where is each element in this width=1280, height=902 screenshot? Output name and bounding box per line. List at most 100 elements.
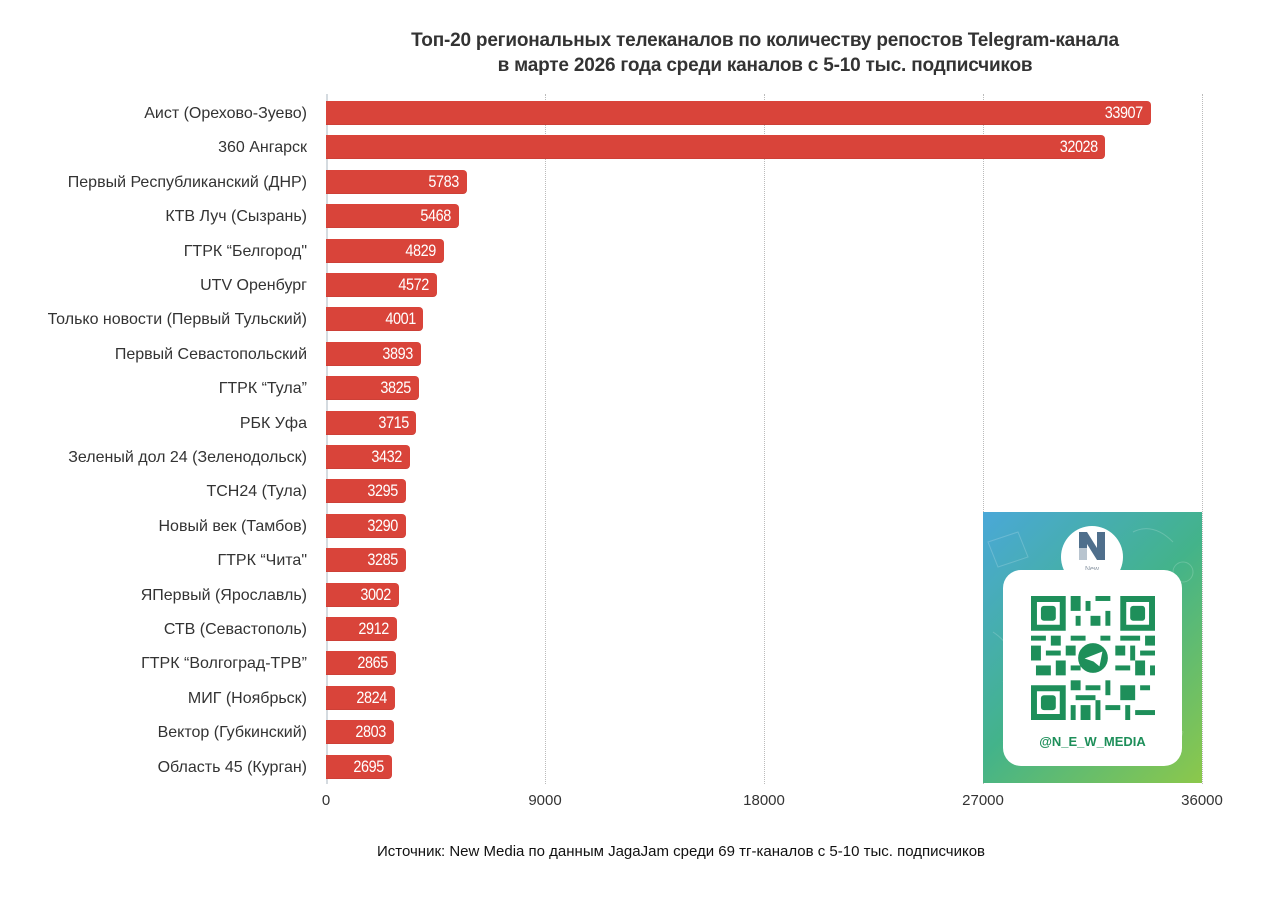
category-label: Первый Республиканский (ДНР) <box>67 173 307 191</box>
bar[interactable]: 5783 <box>326 169 467 194</box>
bar-row: Новый век (Тамбов) 3290 <box>159 513 1202 540</box>
category-label: ГТРК “Чита" <box>217 552 307 570</box>
new-media-n-icon <box>1079 532 1105 560</box>
bar-value-label: 32028 <box>1059 137 1098 157</box>
category-label: Область 45 (Курган) <box>157 758 307 776</box>
bar-value-label: 33907 <box>1104 103 1144 122</box>
bar-value-label: 3290 <box>367 515 399 535</box>
bar-value-label: 5468 <box>420 206 452 226</box>
category-label: ЯПервый (Ярославль) <box>140 586 307 604</box>
category-label: Зеленый дол 24 (Зеленодольск) <box>68 449 307 466</box>
bar-value-label: 4572 <box>398 275 430 294</box>
telegram-icon <box>1084 651 1103 667</box>
bar-value-label: 3002 <box>360 584 392 604</box>
qr-promo-card[interactable]: New Media <box>983 512 1202 783</box>
bar-row: Первый Республиканский (ДНР) 5783 <box>68 169 1202 196</box>
x-tick-label: 18000 <box>743 792 785 809</box>
category-label: ГТРК “Тула” <box>218 380 307 398</box>
y-axis-line <box>326 94 328 784</box>
bar[interactable]: 3290 <box>326 513 407 538</box>
category-label: КТВ Луч (Сызрань) <box>165 208 307 226</box>
x-tick-label: 0 <box>321 792 331 809</box>
bar-row: ГТРК “Белгород" 4829 <box>184 238 1202 265</box>
bar-row: UTV Оренбург 4572 <box>200 273 1202 299</box>
bar-value-label: 2803 <box>355 722 387 742</box>
bar[interactable]: 3285 <box>326 548 406 573</box>
category-label: UTV Оренбург <box>200 277 307 294</box>
category-label: СТВ (Севастополь) <box>163 621 307 638</box>
bar-row: МИГ (Ноябрьск) 2824 <box>188 685 1202 712</box>
bar-value-label: 3295 <box>367 481 399 501</box>
gridline <box>1202 94 1203 784</box>
bar[interactable]: 2695 <box>326 754 392 779</box>
x-tick-label: 27000 <box>962 792 1004 809</box>
bar[interactable]: 3002 <box>326 582 400 607</box>
bar-value-label: 3715 <box>377 412 409 432</box>
bar-value-label: 3825 <box>380 378 412 398</box>
plot-area: Аист (Орехово-Зуево) 33907 360 Ангарск 3202… <box>48 94 1203 784</box>
bar-value-label: 3432 <box>371 447 402 466</box>
bar-row: СТВ (Севастополь) 2912 <box>164 617 1202 643</box>
gridline <box>764 94 765 784</box>
bar-row: ЯПервый (Ярославль) 3002 <box>141 582 1202 609</box>
category-label: 360 Ангарск <box>218 139 307 157</box>
bar-value-label: 5783 <box>428 171 459 191</box>
bar[interactable]: 3715 <box>326 410 417 435</box>
chart-title-line-2: в марте 2026 года среди каналов с 5-10 т… <box>497 55 1033 76</box>
category-label: МИГ (Ноябрьск) <box>187 689 307 707</box>
bar-value-label: 2865 <box>357 653 388 673</box>
chart-title: Топ-20 региональных телеканалов по колич… <box>330 28 1200 78</box>
bar[interactable]: 4829 <box>326 238 444 263</box>
qr-code-icon[interactable] <box>1031 596 1155 720</box>
bar[interactable]: 3825 <box>326 376 420 401</box>
source-note: Источник: New Media по данным JagaJam ср… <box>376 843 986 860</box>
bar-row: Область 45 (Курган) 2695 <box>158 754 1202 781</box>
category-label: ГТРК “Белгород" <box>183 242 307 260</box>
bar-value-label: 2912 <box>358 619 389 638</box>
bar[interactable]: 5468 <box>326 204 460 229</box>
bar-row: РБК Уфа 3715 <box>240 410 1202 437</box>
bar-row: Зеленый дол 24 (Зеленодольск) 3432 <box>68 445 1202 471</box>
bar-row: ТСН24 (Тула) 3295 <box>206 479 1202 505</box>
bar-value-label: 3893 <box>382 343 413 363</box>
category-label: РБК Уфа <box>239 414 307 432</box>
bar-row: 360 Ангарск 32028 <box>218 135 1202 161</box>
telegram-handle[interactable]: @N_E_W_MEDIA <box>1039 734 1146 749</box>
bar[interactable]: 4572 <box>326 273 438 297</box>
bar-value-label: 2824 <box>356 687 387 707</box>
bar[interactable]: 2865 <box>326 651 396 676</box>
bar-row: Аист (Орехово-Зуево) 33907 <box>144 101 1202 127</box>
bar-row: Первый Севастопольский 3893 <box>115 341 1202 368</box>
category-label: Аист (Орехово-Зуево) <box>144 105 307 122</box>
bar-row: Вектор (Губкинский) 2803 <box>158 720 1202 746</box>
bar-row: ГТРК “Тула” 3825 <box>219 376 1202 402</box>
category-label: Только новости (Первый Тульский) <box>47 311 307 329</box>
category-label: Новый век (Тамбов) <box>158 517 308 535</box>
bar-row: КТВ Луч (Сызрань) 5468 <box>165 204 1202 230</box>
bar-value-label: 4001 <box>384 309 416 329</box>
category-label: ГТРК “Волгоград-ТРВ” <box>141 655 307 673</box>
bar[interactable]: 3893 <box>326 341 421 366</box>
category-label: Первый Севастопольский <box>114 345 307 363</box>
bar-row: Только новости (Первый Тульский) 4001 <box>48 307 1202 333</box>
gridline <box>983 94 984 784</box>
bar[interactable]: 2824 <box>326 685 395 710</box>
bar-value-label: 3285 <box>367 550 398 570</box>
bar[interactable]: 2912 <box>326 617 397 641</box>
bar-value-label: 4829 <box>405 240 436 260</box>
category-label: ТСН24 (Тула) <box>206 483 307 501</box>
chart-title-line-1: Топ-20 региональных телеканалов по колич… <box>411 30 1119 51</box>
bar[interactable]: 32028 <box>326 135 1106 160</box>
gridline <box>545 94 546 784</box>
bar[interactable]: 4001 <box>326 307 424 332</box>
bar-value-label: 2695 <box>353 756 384 776</box>
qr-inner-card: @N_E_W_MEDIA <box>1003 570 1182 766</box>
x-tick-label: 9000 <box>528 792 562 809</box>
category-label: Вектор (Губкинский) <box>157 724 307 742</box>
bar-row: ГТРК “Волгоград-ТРВ” 2865 <box>141 651 1202 677</box>
bar[interactable]: 33907 <box>326 101 1152 125</box>
x-tick-label: 36000 <box>1181 792 1223 809</box>
bar[interactable]: 3432 <box>326 445 410 469</box>
bar[interactable]: 2803 <box>326 720 395 745</box>
bar[interactable]: 3295 <box>326 479 407 504</box>
